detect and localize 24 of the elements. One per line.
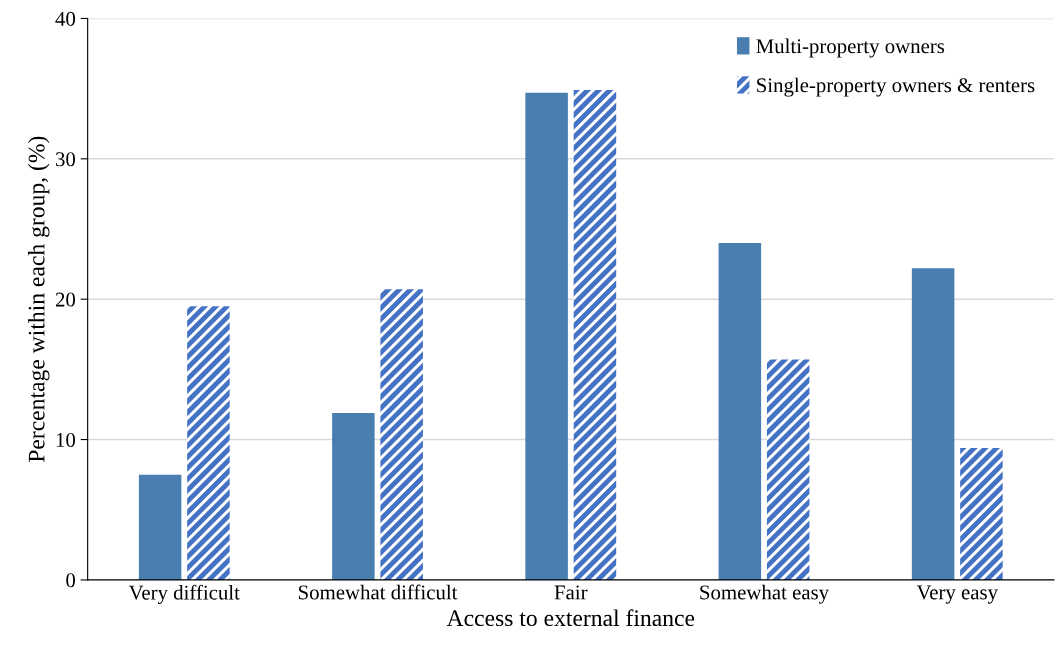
legend-label: Single-property owners & renters	[757, 77, 1035, 97]
bar	[332, 412, 375, 580]
bar	[718, 243, 762, 580]
y-tick-label: 20	[55, 292, 76, 307]
x-tick-label: Very difficult	[128, 584, 240, 604]
bar	[525, 92, 568, 580]
y-tick-label: 40	[55, 11, 76, 26]
bar	[960, 447, 1003, 580]
x-tick-label: Very easy	[916, 585, 998, 604]
x-axis-title: Access to external finance	[446, 609, 695, 627]
x-tick-label: Somewhat difficult	[298, 584, 458, 600]
x-tick-label: Fair	[554, 585, 588, 600]
y-tick-label: 10	[56, 432, 76, 447]
legend-label: Multi-property owners	[756, 38, 945, 58]
bar	[380, 289, 423, 580]
x-tick-label: Somewhat easy	[700, 584, 830, 604]
y-tick-label: 0	[66, 573, 76, 588]
bar	[766, 359, 810, 580]
y-axis-title: Percentage within each group, (%)	[27, 136, 50, 463]
bar	[138, 474, 182, 580]
bar	[911, 268, 955, 580]
bar	[573, 90, 617, 580]
y-tick-label: 30	[56, 152, 76, 167]
bar	[187, 306, 230, 580]
